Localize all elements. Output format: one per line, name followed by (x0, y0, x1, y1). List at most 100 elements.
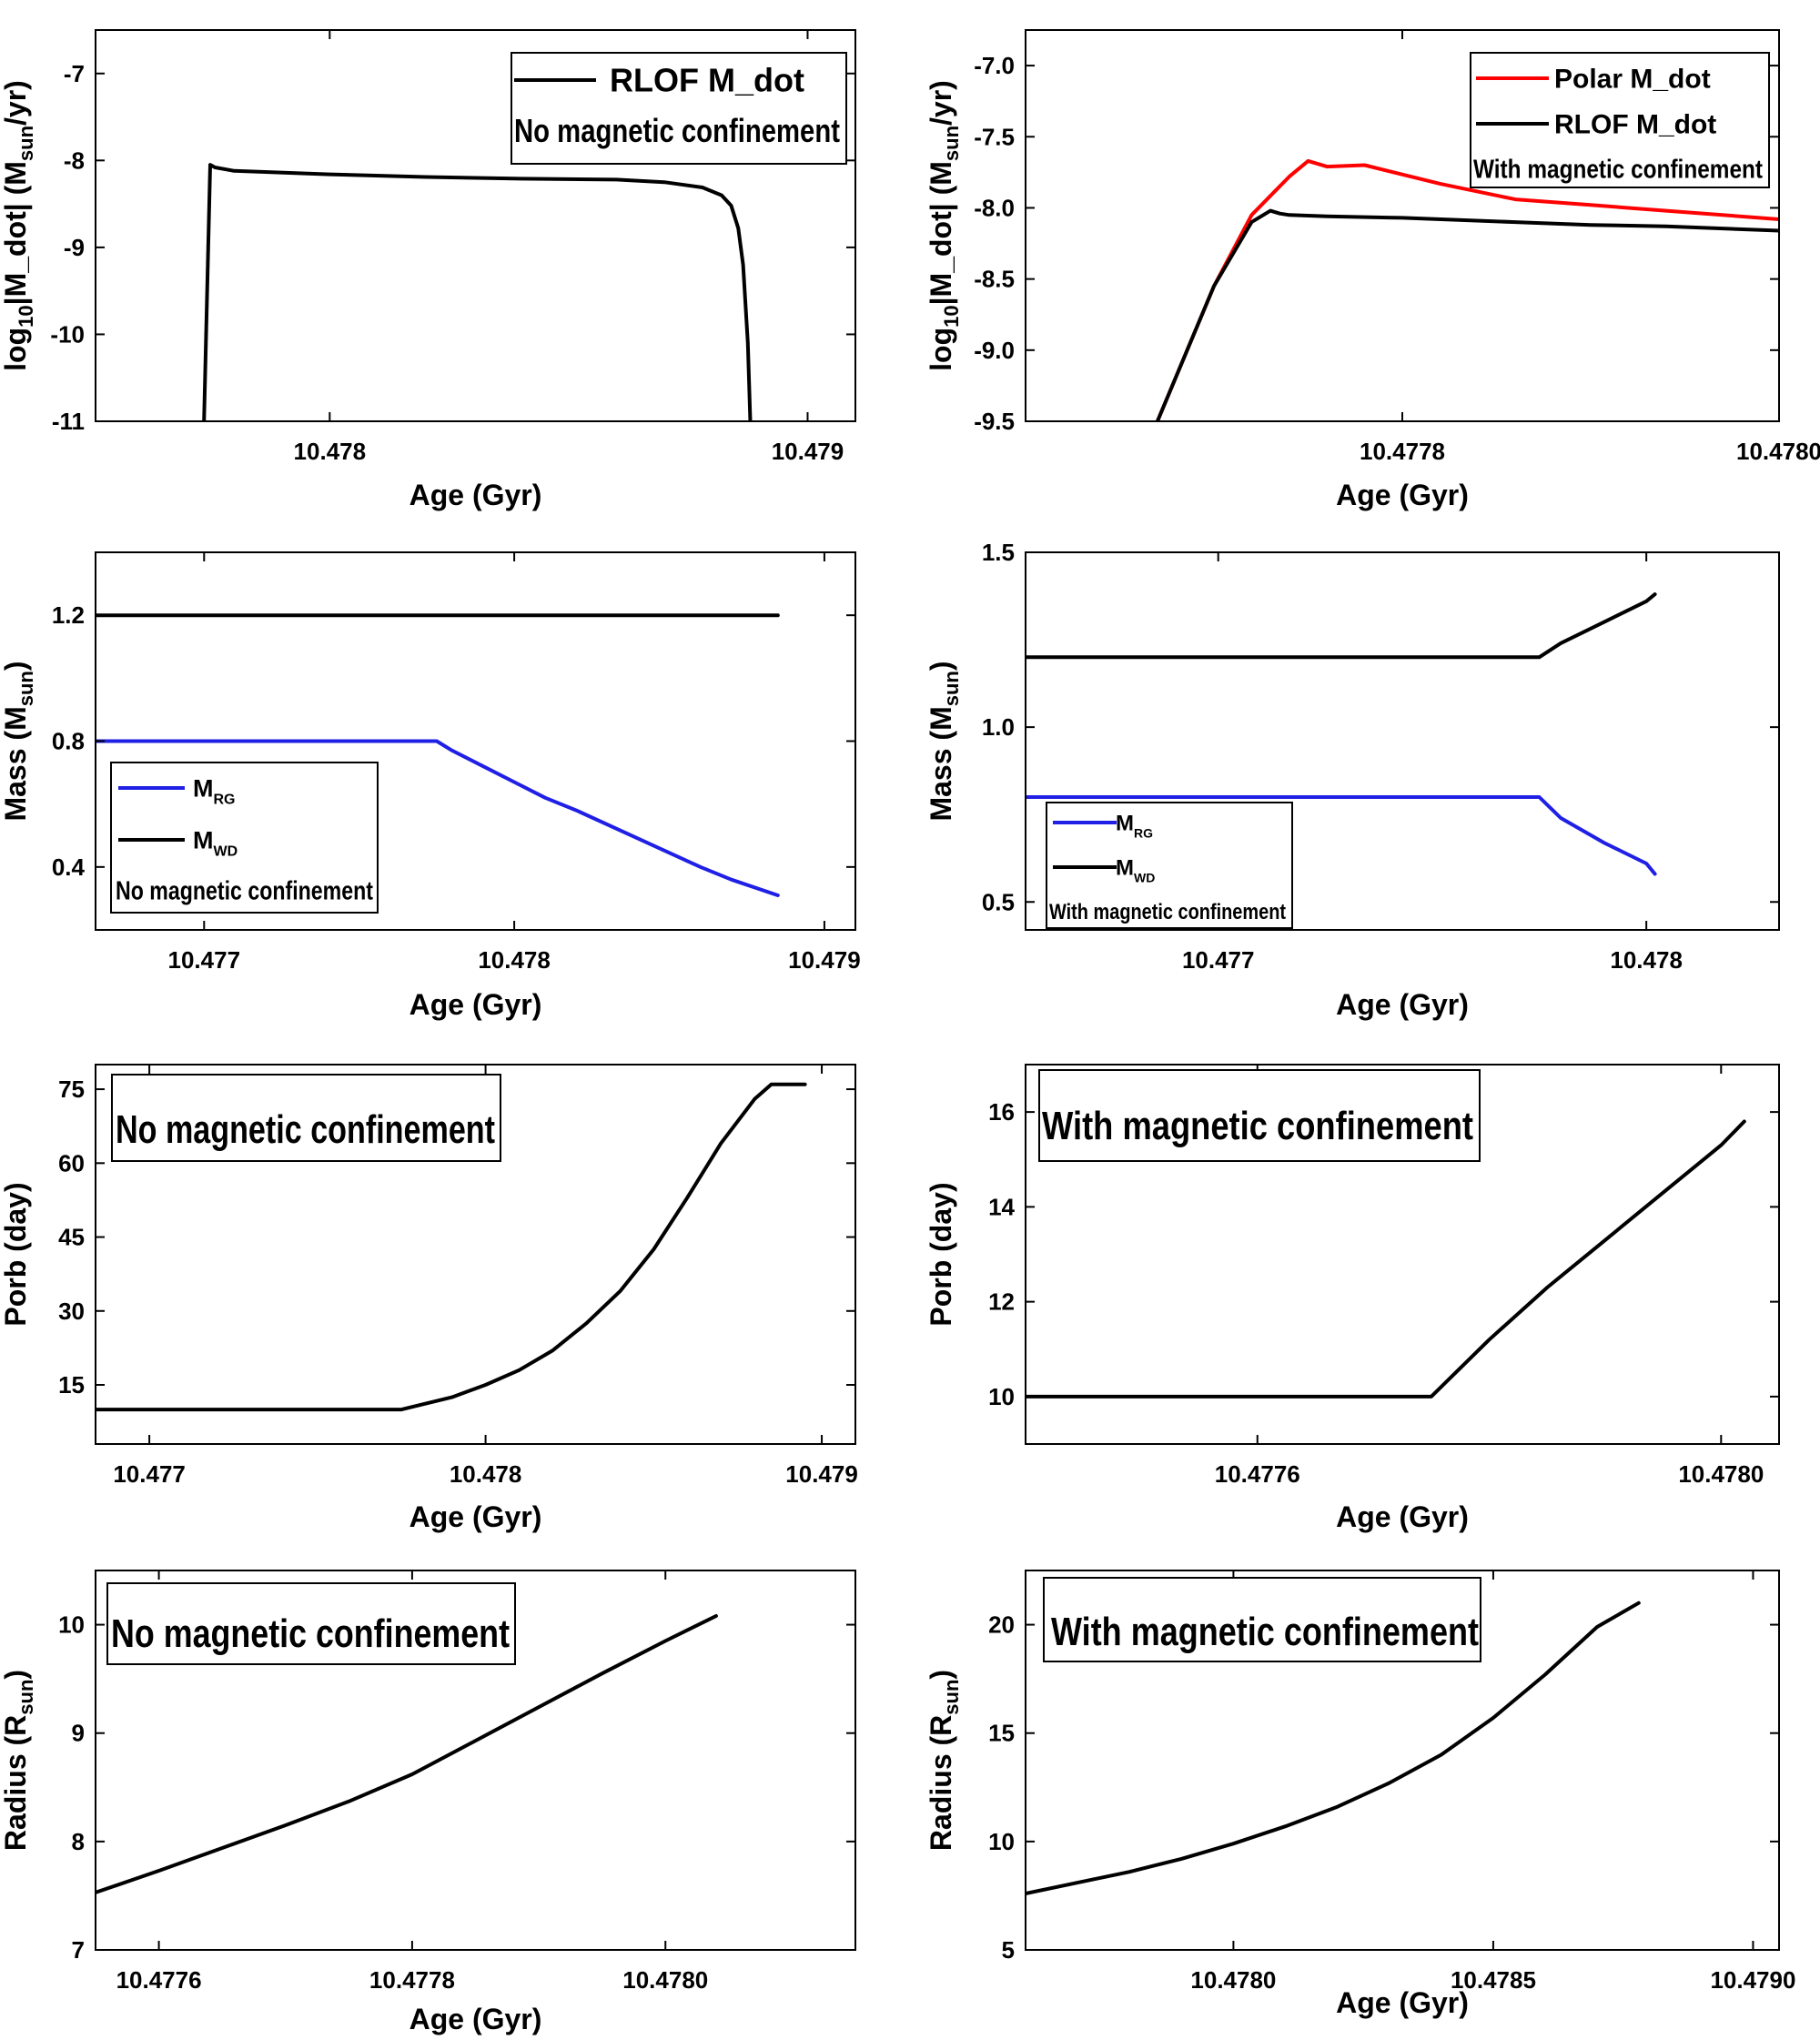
legend-note: With magnetic confinement (1473, 156, 1763, 185)
panel-p1: 10.478 10.479 -7 -8 -9 -10 -11 Age (Gyr) log10|M… (0, 29, 856, 511)
y-tick-label: 10 (58, 1611, 85, 1639)
x-axis-label: Age (Gyr) (410, 988, 542, 1021)
legend-label-text: Polar M_dot (1554, 65, 1711, 95)
x-tick-label: 10.477 (168, 946, 241, 974)
plot-frame (1025, 551, 1780, 931)
plot-frame (95, 1064, 856, 1445)
y-axis-label-part: /yr) (0, 80, 32, 126)
y-axis-label: Porb (day) (925, 1182, 957, 1326)
y-axis-label-part: /yr) (925, 80, 957, 126)
y-tick-label: -7 (64, 60, 85, 87)
y-axis-label-part: log (925, 328, 957, 371)
legend-label-subscript: RG (1134, 825, 1153, 840)
y-tick-label: 15 (988, 1720, 1015, 1747)
y-tick-label: 0.5 (982, 888, 1015, 915)
y-tick-label: -10 (50, 320, 85, 348)
legend-note: No magnetic confinement (116, 1107, 495, 1152)
x-axis-label: Age (Gyr) (1336, 479, 1469, 511)
series-line-m-rg (1026, 795, 1657, 876)
legend-label: MWD (193, 826, 238, 859)
legend-label-text: M (193, 774, 214, 802)
y-tick-label: 1.0 (982, 713, 1015, 741)
y-axis-label-part: ) (925, 661, 957, 671)
y-axis-label-part: ) (0, 1670, 32, 1680)
series-line-rlof-m-dot (202, 163, 753, 421)
legend: With magnetic confinement (1043, 1577, 1481, 1662)
x-tick-label: 10.4780 (1678, 1460, 1764, 1488)
y-tick-label: -8.0 (974, 194, 1015, 221)
x-axis-label: Age (Gyr) (1336, 1500, 1469, 1533)
x-tick-label: 10.478 (1610, 946, 1683, 974)
x-tick-label: 10.478 (450, 1460, 522, 1488)
series-line-porb (1026, 1119, 1746, 1399)
panel-p2: 10.4778 10.4780 -7.0 -7.5 -8.0 -8.5 -9.0 -9.5 Ag… (925, 29, 1820, 511)
plot-frame (95, 1570, 856, 1951)
y-axis-label-part: Radius (R (0, 1715, 32, 1851)
x-axis-label: Age (Gyr) (410, 2003, 542, 2035)
x-axis-label: Age (Gyr) (410, 1500, 542, 1533)
y-tick-label: 15 (58, 1371, 85, 1399)
y-tick-label: 1.5 (982, 539, 1015, 566)
legend-note: With magnetic confinement (1051, 1610, 1479, 1654)
x-tick-label: 10.4776 (1215, 1460, 1300, 1488)
y-tick-label: 1.2 (52, 601, 85, 629)
y-axis-label-subscript: 10 (15, 305, 37, 327)
series-line-porb (96, 1082, 807, 1412)
legend-box (111, 1074, 501, 1162)
y-axis-label: Mass (Msun) (0, 661, 37, 821)
y-tick-label: 14 (988, 1193, 1015, 1220)
x-tick-label: 10.477 (1182, 946, 1255, 974)
legend-label-subscript: WD (1134, 870, 1155, 884)
y-tick-label: 0.8 (52, 728, 85, 755)
panel-p4: 10.477 10.478 0.5 1.0 1.5 Age (Gyr) Mass (Msun… (925, 539, 1780, 1021)
series-line-rlof-m-dot (1155, 208, 1779, 421)
legend-box (1038, 1069, 1481, 1162)
y-tick-label: 7 (72, 1936, 85, 1964)
y-tick-label: 12 (988, 1288, 1015, 1316)
y-axis-label: Radius (Rsun) (0, 1670, 37, 1851)
legend-note: No magnetic confinement (111, 1611, 510, 1656)
plot-frame (1025, 1570, 1780, 1951)
panel-p6: 10.4776 10.4780 10 12 14 16 Age (Gyr) Porb (day… (925, 1064, 1780, 1533)
y-axis-label-part: Radius (R (925, 1715, 957, 1851)
legend-label: MWD (1116, 855, 1155, 884)
y-axis-label: log10|M_dot| (Msun/yr) (925, 80, 963, 371)
legend: Polar M_dot RLOF M_dot With magnetic confi… (1470, 52, 1770, 188)
legend-label-text: RLOF M_dot (1554, 110, 1716, 140)
y-axis-label-part: Mass (M (925, 706, 957, 821)
panel-p8: 10.4780 10.4785 10.4790 5 10 15 20 Age (Gyr) Rad… (925, 1570, 1795, 2019)
y-tick-label: 16 (988, 1098, 1015, 1126)
x-tick-label: 10.4780 (1190, 1966, 1276, 1994)
legend-note: With magnetic confinement (1049, 900, 1286, 924)
legend-label: RLOF M_dot (610, 62, 804, 99)
y-tick-label: 0.4 (52, 853, 86, 881)
x-axis-label: Age (Gyr) (1336, 988, 1469, 1021)
y-tick-label: -9.5 (974, 408, 1015, 435)
legend: MRG MWD With magnetic confinement (1046, 802, 1293, 929)
x-tick-label: 10.478 (294, 438, 367, 465)
legend-label-text: M (1116, 855, 1134, 880)
y-tick-label: -7.5 (974, 123, 1015, 150)
legend: No magnetic confinement (106, 1582, 516, 1665)
x-axis-label: Age (Gyr) (410, 479, 542, 511)
y-tick-label: 10 (988, 1828, 1015, 1855)
x-tick-label: 10.478 (478, 946, 551, 974)
legend-label: MRG (193, 774, 236, 807)
y-tick-label: -9 (64, 234, 85, 261)
y-tick-label: -11 (52, 408, 85, 435)
legend-box (1043, 1577, 1481, 1662)
series-line-radius (96, 1614, 718, 1894)
y-axis-label-subscript: sun (15, 1680, 37, 1715)
x-tick-label: 10.4780 (1736, 438, 1820, 465)
y-axis-label-subscript: sun (940, 126, 963, 161)
legend: No magnetic confinement (111, 1074, 501, 1162)
y-axis-label-part: Porb (day) (0, 1182, 32, 1326)
x-tick-label: 10.4790 (1710, 1966, 1795, 1994)
series-line-m-wd (1026, 592, 1657, 660)
y-tick-label: 20 (988, 1611, 1015, 1639)
x-tick-label: 10.479 (785, 1460, 858, 1488)
x-tick-label: 10.4778 (1360, 438, 1445, 465)
y-axis-label-part: ) (0, 661, 32, 671)
series-line-m-rg (96, 739, 780, 897)
y-tick-label: 30 (58, 1298, 85, 1325)
